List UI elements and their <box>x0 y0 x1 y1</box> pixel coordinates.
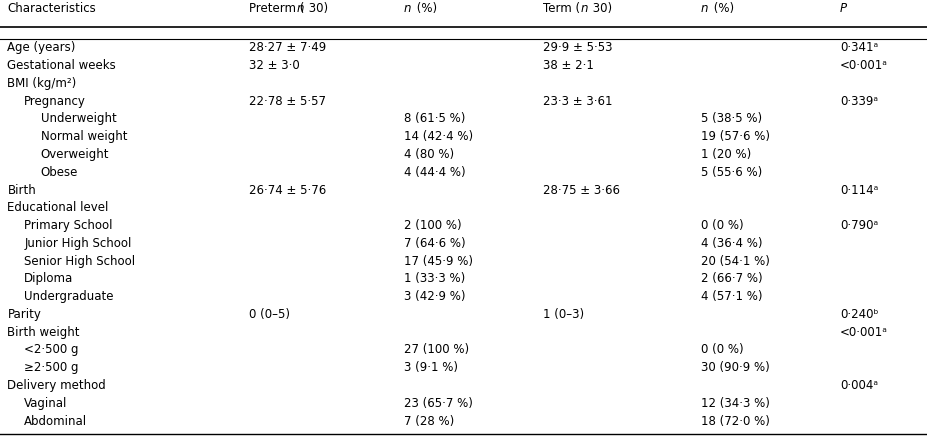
Text: 7 (28 %): 7 (28 %) <box>403 415 453 427</box>
Text: Preterm (: Preterm ( <box>248 2 304 15</box>
Text: Parity: Parity <box>7 308 42 321</box>
Text: 2 (100 %): 2 (100 %) <box>403 219 461 232</box>
Text: 3 (42·9 %): 3 (42·9 %) <box>403 290 464 303</box>
Text: Delivery method: Delivery method <box>7 379 106 392</box>
Text: 22·78 ± 5·57: 22·78 ± 5·57 <box>248 95 325 108</box>
Text: 0·004ᵃ: 0·004ᵃ <box>839 379 877 392</box>
Text: 7 (64·6 %): 7 (64·6 %) <box>403 237 464 250</box>
Text: n: n <box>580 2 588 15</box>
Text: 30 (90·9 %): 30 (90·9 %) <box>700 361 768 374</box>
Text: 20 (54·1 %): 20 (54·1 %) <box>700 255 768 267</box>
Text: Term (: Term ( <box>542 2 579 15</box>
Text: Normal weight: Normal weight <box>41 130 127 143</box>
Text: (%): (%) <box>709 2 733 15</box>
Text: 12 (34·3 %): 12 (34·3 %) <box>700 397 768 410</box>
Text: Birth: Birth <box>7 184 36 197</box>
Text: 28·27 ± 7·49: 28·27 ± 7·49 <box>248 42 325 54</box>
Text: Underweight: Underweight <box>41 112 117 125</box>
Text: (%): (%) <box>413 2 437 15</box>
Text: n: n <box>403 2 411 15</box>
Text: 2 (66·7 %): 2 (66·7 %) <box>700 272 761 285</box>
Text: Abdominal: Abdominal <box>24 415 87 427</box>
Text: n: n <box>700 2 707 15</box>
Text: 3 (9·1 %): 3 (9·1 %) <box>403 361 457 374</box>
Text: 27 (100 %): 27 (100 %) <box>403 343 468 357</box>
Text: 4 (57·1 %): 4 (57·1 %) <box>700 290 761 303</box>
Text: Undergraduate: Undergraduate <box>24 290 113 303</box>
Text: 0·114ᵃ: 0·114ᵃ <box>839 184 877 197</box>
Text: 17 (45·9 %): 17 (45·9 %) <box>403 255 472 267</box>
Text: 38 ± 2·1: 38 ± 2·1 <box>542 59 593 72</box>
Text: 0·341ᵃ: 0·341ᵃ <box>839 42 877 54</box>
Text: 0·339ᵃ: 0·339ᵃ <box>839 95 877 108</box>
Text: ≥2·500 g: ≥2·500 g <box>24 361 79 374</box>
Text: 0 (0 %): 0 (0 %) <box>700 219 743 232</box>
Text: <2·500 g: <2·500 g <box>24 343 79 357</box>
Text: BMI (kg/m²): BMI (kg/m²) <box>7 77 77 90</box>
Text: 18 (72·0 %): 18 (72·0 %) <box>700 415 768 427</box>
Text: Educational level: Educational level <box>7 201 108 214</box>
Text: 1 (33·3 %): 1 (33·3 %) <box>403 272 464 285</box>
Text: n: n <box>297 2 304 15</box>
Text: 0·240ᵇ: 0·240ᵇ <box>839 308 877 321</box>
Text: Obese: Obese <box>41 166 78 179</box>
Text: 19 (57·6 %): 19 (57·6 %) <box>700 130 768 143</box>
Text: 28·75 ± 3·66: 28·75 ± 3·66 <box>542 184 619 197</box>
Text: 29·9 ± 5·53: 29·9 ± 5·53 <box>542 42 612 54</box>
Text: 0·790ᵃ: 0·790ᵃ <box>839 219 877 232</box>
Text: 23 (65·7 %): 23 (65·7 %) <box>403 397 472 410</box>
Text: Junior High School: Junior High School <box>24 237 132 250</box>
Text: Senior High School: Senior High School <box>24 255 135 267</box>
Text: 5 (55·6 %): 5 (55·6 %) <box>700 166 761 179</box>
Text: Gestational weeks: Gestational weeks <box>7 59 116 72</box>
Text: Diploma: Diploma <box>24 272 73 285</box>
Text: Age (years): Age (years) <box>7 42 76 54</box>
Text: 1 (20 %): 1 (20 %) <box>700 148 750 161</box>
Text: Vaginal: Vaginal <box>24 397 68 410</box>
Text: 32 ± 3·0: 32 ± 3·0 <box>248 59 299 72</box>
Text: <0·001ᵃ: <0·001ᵃ <box>839 326 887 339</box>
Text: Pregnancy: Pregnancy <box>24 95 86 108</box>
Text: 4 (44·4 %): 4 (44·4 %) <box>403 166 464 179</box>
Text: 23·3 ± 3·61: 23·3 ± 3·61 <box>542 95 612 108</box>
Text: 30): 30) <box>589 2 611 15</box>
Text: Overweight: Overweight <box>41 148 109 161</box>
Text: Primary School: Primary School <box>24 219 112 232</box>
Text: 0 (0–5): 0 (0–5) <box>248 308 289 321</box>
Text: 0 (0 %): 0 (0 %) <box>700 343 743 357</box>
Text: Characteristics: Characteristics <box>7 2 96 15</box>
Text: 5 (38·5 %): 5 (38·5 %) <box>700 112 761 125</box>
Text: <0·001ᵃ: <0·001ᵃ <box>839 59 887 72</box>
Text: Birth weight: Birth weight <box>7 326 80 339</box>
Text: 14 (42·4 %): 14 (42·4 %) <box>403 130 472 143</box>
Text: 8 (61·5 %): 8 (61·5 %) <box>403 112 464 125</box>
Text: 4 (36·4 %): 4 (36·4 %) <box>700 237 761 250</box>
Text: 30): 30) <box>304 2 327 15</box>
Text: P: P <box>839 2 846 15</box>
Text: 26·74 ± 5·76: 26·74 ± 5·76 <box>248 184 325 197</box>
Text: 1 (0–3): 1 (0–3) <box>542 308 583 321</box>
Text: 4 (80 %): 4 (80 %) <box>403 148 453 161</box>
